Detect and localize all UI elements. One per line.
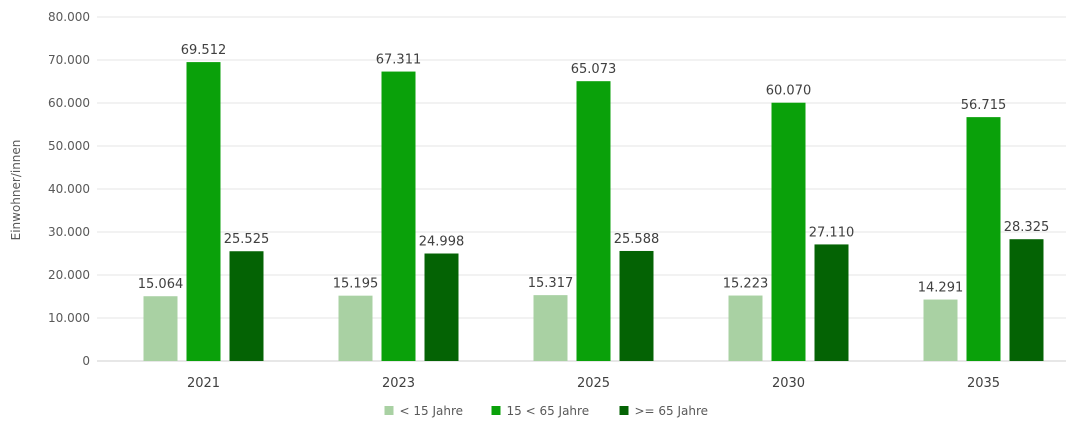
legend-item: < 15 Jahre — [384, 404, 464, 418]
data-labels: 15.064 69.512 25.525 15.195 67.311 24.998 15.3… — [138, 43, 1050, 295]
y-tick-label: 50.000 — [48, 139, 90, 153]
x-tick-label: 2035 — [967, 376, 1000, 391]
y-tick-label: 20.000 — [48, 268, 90, 282]
y-tick-label: 80.000 — [48, 10, 90, 24]
bar — [619, 250, 654, 361]
data-label: 15.064 — [138, 277, 184, 292]
legend-swatch — [491, 406, 501, 415]
bar — [771, 102, 806, 361]
bar — [229, 251, 264, 361]
data-label: 60.070 — [766, 84, 812, 99]
y-tick-label: 70.000 — [48, 53, 90, 67]
data-label: 15.195 — [333, 277, 379, 292]
bar — [338, 295, 373, 361]
legend-label: < 15 Jahre — [400, 404, 464, 418]
legend-label: >= 65 Jahre — [635, 404, 709, 418]
bar — [186, 62, 221, 362]
x-tick-label: 2021 — [187, 376, 220, 391]
legend-label: 15 < 65 Jahre — [507, 404, 590, 418]
x-tick-label: 2030 — [772, 376, 805, 391]
y-tick-label: 0 — [82, 354, 90, 368]
legend-swatch — [384, 406, 394, 415]
y-tick-label: 60.000 — [48, 96, 90, 110]
bar — [966, 117, 1001, 361]
bar — [814, 244, 849, 361]
data-label: 25.525 — [224, 232, 270, 247]
bars — [143, 62, 1044, 362]
bar — [576, 81, 611, 361]
data-label: 69.512 — [181, 43, 227, 58]
data-label: 65.073 — [571, 62, 617, 77]
y-tick-label: 10.000 — [48, 311, 90, 325]
data-label: 67.311 — [376, 53, 422, 68]
data-label: 56.715 — [961, 98, 1007, 113]
x-tick-label: 2023 — [382, 376, 415, 391]
bar — [728, 295, 763, 361]
data-label: 14.291 — [918, 281, 964, 296]
data-label: 28.325 — [1004, 220, 1050, 235]
bar — [424, 253, 459, 361]
bar — [533, 295, 568, 361]
x-tick-label: 2025 — [577, 376, 610, 391]
data-label: 15.223 — [723, 277, 769, 292]
bar — [923, 299, 958, 361]
bar — [143, 296, 178, 361]
legend-swatch — [619, 406, 629, 415]
data-label: 25.588 — [614, 232, 660, 247]
legend: < 15 Jahre 15 < 65 Jahre >= 65 Jahre — [384, 404, 709, 418]
bar — [381, 71, 416, 362]
y-tick-label: 30.000 — [48, 225, 90, 239]
bar — [1009, 239, 1044, 361]
legend-item: 15 < 65 Jahre — [491, 404, 590, 418]
x-axis-ticks: 2021 2023 2025 2030 2035 — [187, 376, 1000, 391]
y-tick-label: 40.000 — [48, 182, 90, 196]
data-label: 27.110 — [809, 225, 855, 240]
y-axis-ticks: 0 10.000 20.000 30.000 40.000 50.000 60.000 70.… — [48, 10, 90, 368]
data-label: 24.998 — [419, 235, 465, 250]
legend-item: >= 65 Jahre — [619, 404, 709, 418]
data-label: 15.317 — [528, 276, 574, 291]
y-axis-label: Einwohner/innen — [9, 140, 23, 241]
